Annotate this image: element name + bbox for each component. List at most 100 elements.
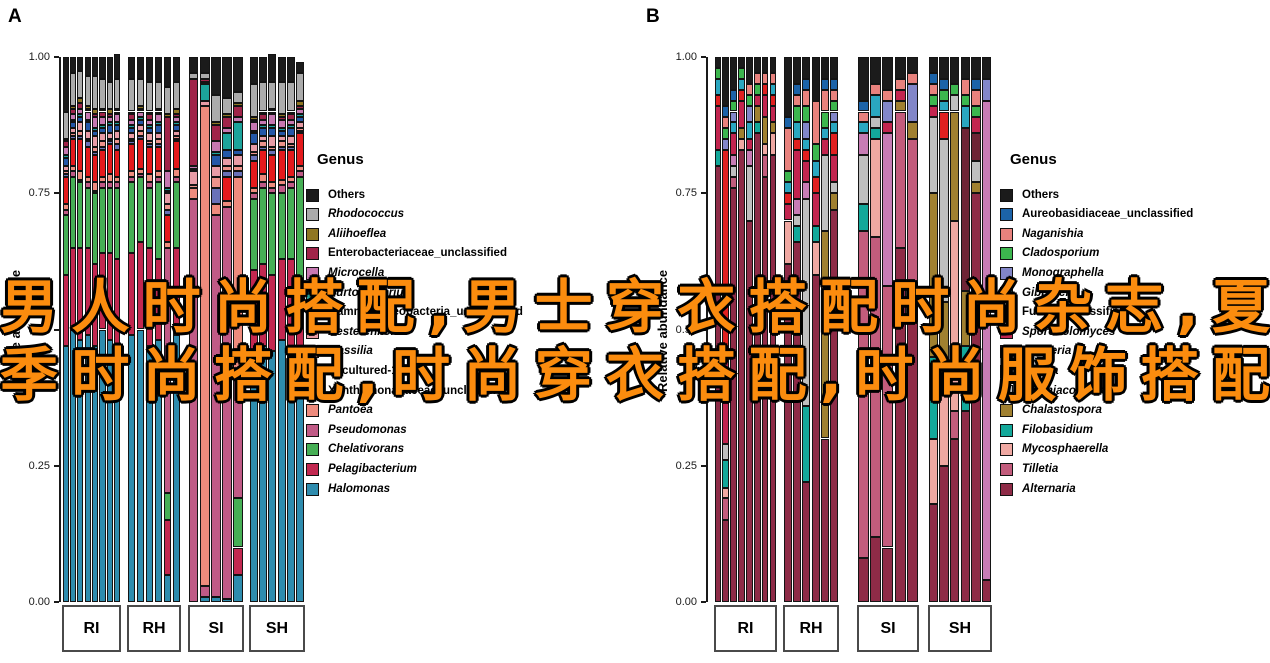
- bar-segment-others: [802, 57, 811, 79]
- bar-segment-alternaria: [753, 133, 761, 602]
- bar-segment-cladosporium: [820, 111, 829, 128]
- bar-segment-others: [286, 57, 295, 82]
- bar-segment-aliihoeflea: [163, 114, 172, 117]
- bar-segment-halomonas: [163, 574, 172, 602]
- bar-segment-gammaproteobacteria_unclassified: [286, 127, 295, 137]
- bar-segment-others: [882, 57, 894, 90]
- bar-segment-mycosphaerella: [738, 138, 745, 150]
- bar-segment-pantoea: [84, 176, 91, 183]
- bar-segment-enterobacteriaceae_unclassified: [277, 116, 286, 120]
- bar-segment-chelativorans: [127, 182, 136, 254]
- bar-segment-aliihoeflea: [84, 106, 91, 109]
- bar-segment-enterobacteriaceae_unclassified: [249, 119, 258, 123]
- bar-segment-aliihoeflea: [77, 97, 84, 104]
- bar-segment-microcella: [77, 108, 84, 115]
- bar-segment-sporobolomyces: [811, 193, 820, 226]
- facet-label-sh: SH: [928, 605, 992, 652]
- bar-segment-enterobacteriaceae_unclassified: [92, 114, 99, 117]
- bar-segment-microcella: [99, 116, 106, 126]
- bar-segment-cladosporium: [738, 67, 745, 79]
- bar-segment-tilletia: [870, 236, 882, 537]
- bar-segment-chalastospora: [928, 193, 938, 357]
- bar-segment-curtobacterium: [277, 127, 286, 131]
- bar-segment-xanthomonadaceae_unclassified: [268, 155, 277, 183]
- bar-segment-xanthomonadaceae_unclassified: [154, 146, 163, 172]
- bar-segment-alternaria: [981, 580, 992, 602]
- bar-segment-aureobasidiaceae_unclassified: [928, 73, 938, 85]
- legend-swatch: [1000, 404, 1013, 418]
- bar-segment-xanthomonadaceae_unclassified: [77, 138, 84, 172]
- legend-swatch: [306, 384, 319, 398]
- bar-segment-nesterenkonia: [277, 136, 286, 142]
- bar-segment-uncultured-1: [163, 209, 172, 216]
- bar-segment-xanthomonadaceae_unclassified: [249, 160, 258, 188]
- facet-label-rh: RH: [127, 605, 181, 652]
- bar-segment-chelativorans: [258, 187, 267, 265]
- bar-segment-filobasidium: [811, 225, 820, 243]
- bar-segment-tilletia: [761, 155, 769, 177]
- bar-segment-halomonas: [145, 345, 154, 602]
- bar-segment-gibberella: [830, 122, 839, 134]
- legend-label: Halomonas: [328, 482, 390, 495]
- bar-segment-uncultured-1: [222, 171, 233, 177]
- bar-segment-gammaproteobacteria_unclassified: [77, 116, 84, 123]
- bar-segment-aureobasidiaceae_unclassified: [792, 84, 801, 96]
- bar-segment-uncultured-1: [99, 146, 106, 150]
- bar-segment-rhodococcus: [172, 81, 181, 109]
- bar-segment-gibberella: [730, 122, 737, 134]
- bar-segment-pantoea: [69, 166, 77, 172]
- bar-segment-pantoea: [136, 168, 145, 175]
- bar-segment-chelativorans: [172, 182, 181, 248]
- bar-segment-others: [820, 57, 829, 79]
- bar-segment-others: [811, 57, 820, 101]
- legend-swatch: [306, 188, 319, 202]
- bar-segment-curtobacterium: [233, 122, 244, 150]
- bar-segment-naganishia: [971, 89, 981, 107]
- bar-segment-massilia: [62, 171, 69, 175]
- bar-segment-aureobasidiaceae_unclassified: [857, 100, 869, 112]
- bar-segment-uncultured-1: [296, 130, 305, 134]
- bar-segment-rhodococcus: [84, 76, 91, 107]
- bar-segment-gammaproteobacteria_unclassified: [114, 125, 121, 131]
- bar-segment-chalastospora: [761, 116, 769, 145]
- bar-segment-pseudomonas: [99, 182, 106, 188]
- bar-segment-pseudomonas: [277, 185, 286, 194]
- bar-segment-curtobacterium: [268, 125, 277, 128]
- bar-segment-alternaria: [738, 149, 745, 602]
- bar-segment-monographella: [722, 138, 730, 150]
- bar-segment-nesterenkonia: [145, 133, 154, 142]
- bar-segment-others: [949, 57, 960, 85]
- bar-segment-gammaproteobacteria_unclassified: [69, 122, 77, 128]
- bar-segment-fungi_unclassified: [722, 149, 730, 357]
- bar-segment-enterobacteriaceae_unclassified: [199, 78, 210, 82]
- bar-segment-rhodococcus: [163, 86, 172, 115]
- bar-segment-pseudomonas: [136, 174, 145, 177]
- bar-segment-halomonas: [99, 329, 106, 602]
- bar-segment-gammaproteobacteria_unclassified: [258, 127, 267, 137]
- bar-segment-enterobacteriaceae_unclassified: [136, 108, 145, 112]
- bar-segment-enterobacteriaceae_unclassified: [69, 108, 77, 115]
- bar-segment-nesterenkonia: [249, 144, 258, 153]
- bar-segment-microcella: [286, 119, 295, 126]
- y-tick-mark: [54, 464, 59, 467]
- bar-segment-others: [746, 57, 753, 85]
- bar-segment-chalastospora: [894, 100, 906, 112]
- bar-segment-enterobacteriaceae_unclassified: [268, 111, 277, 115]
- legend-swatch: [1000, 482, 1013, 496]
- bar-segment-aliihoeflea: [172, 108, 181, 115]
- bar-segment-nesterenkonia: [188, 171, 199, 186]
- bar-segment-curtobacterium: [154, 122, 163, 126]
- bar-segment-gammaproteobacteria_unclassified: [163, 190, 172, 194]
- bar-segment-massilia: [222, 166, 233, 172]
- bar-segment-others: [761, 57, 769, 74]
- bar-segment-others: [69, 57, 77, 74]
- y-tick-mark: [54, 601, 59, 603]
- legend-label: Others: [1022, 188, 1060, 201]
- bar-segment-pelagibacterium: [106, 253, 113, 341]
- bar-segment-pseudomonas: [222, 206, 233, 600]
- bar-segment-tilletia: [857, 231, 869, 559]
- bar-segment-pantoea: [127, 171, 136, 177]
- bar-segment-gibberella: [783, 182, 792, 194]
- bar-segment-sporobolomyces: [792, 149, 801, 199]
